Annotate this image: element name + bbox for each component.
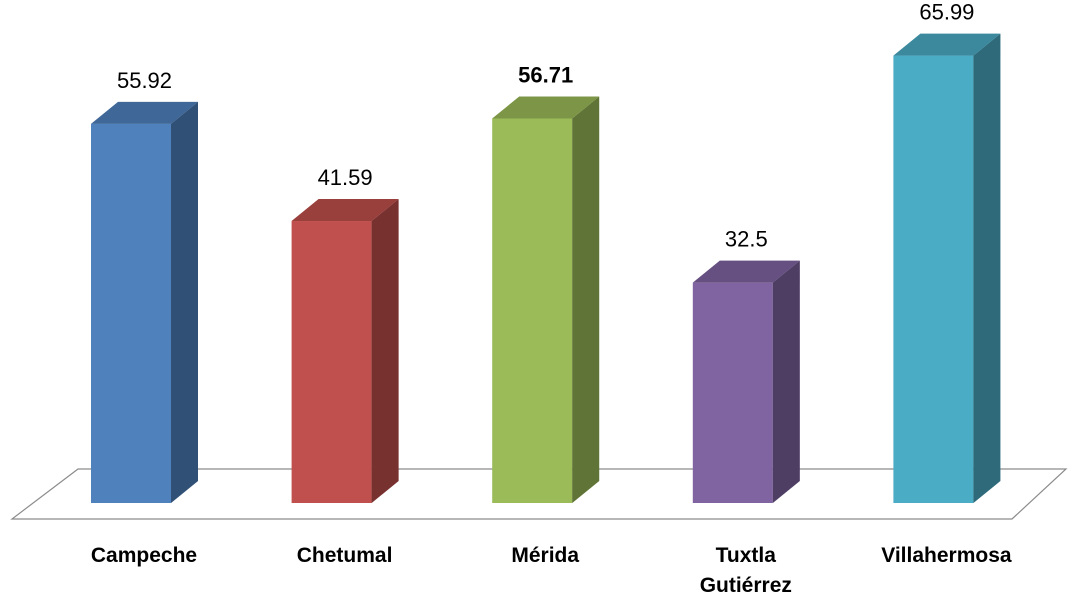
value-label: 41.59 (318, 165, 373, 190)
bar-top (692, 260, 800, 283)
bar-front (91, 123, 171, 503)
value-label: 56.71 (518, 63, 573, 88)
bar-side-shade (171, 101, 198, 503)
bar-top-shade (692, 260, 800, 283)
bar-top (91, 101, 198, 124)
bar-top-shade (91, 101, 198, 124)
bar-side (772, 260, 800, 503)
bar-front (492, 118, 573, 504)
category-label: Tuxtla Gutiérrez (699, 544, 792, 597)
bar-top-shade (893, 33, 1001, 56)
bar-side (371, 199, 399, 503)
bar-side (572, 96, 600, 504)
value-label: 55.92 (117, 68, 172, 93)
bar-top-shade (291, 199, 399, 222)
category-label: Campeche (90, 544, 198, 567)
value-label: 65.99 (919, 0, 974, 25)
bar-side-shade (371, 199, 399, 503)
category-label: Chetumal (296, 544, 393, 567)
category-label: Mérida (511, 544, 580, 567)
bar-top-shade (492, 96, 600, 119)
bar-top (291, 199, 399, 222)
bar-top (893, 33, 1001, 56)
value-label: 32.5 (725, 227, 768, 252)
category-label: Villahermosa (881, 544, 1012, 567)
bar-side (973, 33, 1001, 503)
bar-side (171, 101, 198, 503)
bar-front (291, 221, 372, 503)
bar-front (692, 282, 773, 503)
bar-side-shade (572, 96, 600, 504)
bar-side-shade (973, 33, 1001, 503)
bar-top (492, 96, 600, 119)
bar-front (893, 55, 974, 503)
bar-side-shade (772, 260, 800, 503)
